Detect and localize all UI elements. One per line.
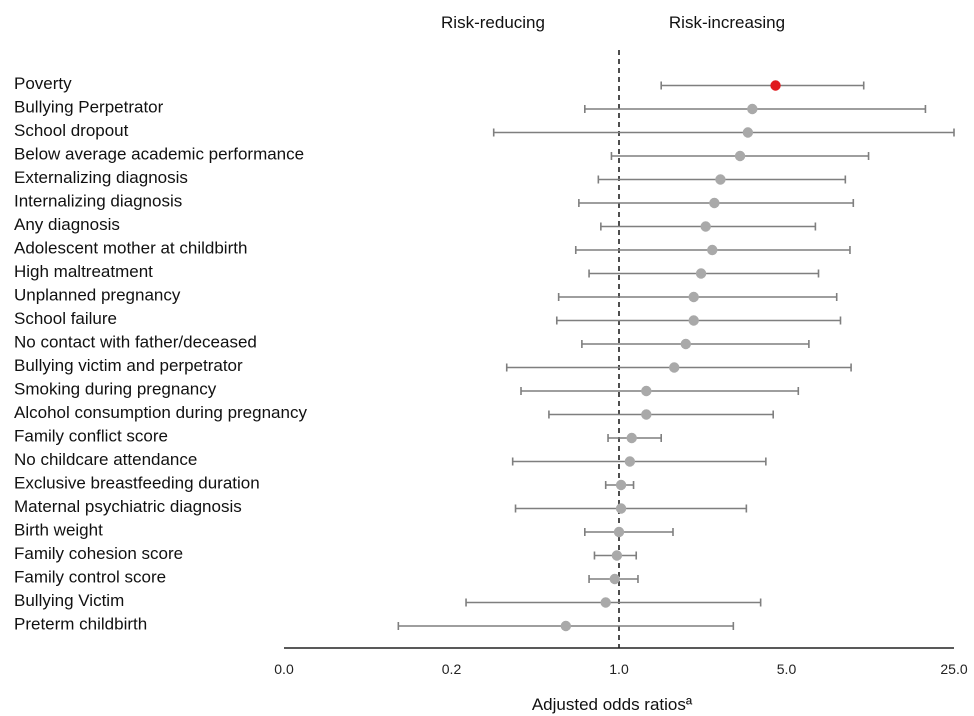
odds-ratio-point (734, 150, 746, 162)
row-label: Preterm childbirth (14, 615, 147, 634)
odds-ratio-point (641, 409, 652, 420)
x-tick-label: 5.0 (777, 661, 797, 677)
estimate-row (465, 597, 762, 608)
odds-ratio-point (611, 550, 623, 561)
row-label: Exclusive breastfeeding duration (14, 474, 260, 493)
estimate-row (597, 174, 847, 185)
odds-ratio-point (709, 197, 720, 209)
odds-ratio-point (609, 573, 620, 585)
estimate-row (578, 197, 855, 209)
estimate-row (555, 315, 842, 326)
odds-ratio-point (669, 362, 680, 373)
row-label: Bullying Perpetrator (14, 98, 164, 117)
x-tick-label: 25.0 (940, 661, 967, 677)
estimate-row (397, 620, 735, 632)
estimate-row (581, 338, 810, 350)
odds-ratio-point (615, 479, 627, 491)
estimate-row (660, 80, 865, 91)
row-label: High maltreatment (14, 262, 153, 281)
estimate-row (520, 385, 800, 397)
header-labels: Risk-reducing Risk-increasing (441, 13, 785, 32)
estimate-row (557, 291, 838, 303)
x-tick-labels: 0.0 0.2 1.0 5.0 25.0 (274, 661, 968, 677)
row-label: Any diagnosis (14, 215, 120, 234)
row-label: Bullying victim and perpetrator (14, 356, 243, 375)
row-label: Internalizing diagnosis (14, 192, 182, 211)
estimate-row (505, 362, 852, 373)
estimate-row (584, 103, 927, 115)
row-label: Maternal psychiatric diagnosis (14, 497, 242, 516)
row-label: Birth weight (14, 521, 103, 540)
odds-ratio-point (680, 338, 692, 350)
estimate-row (593, 550, 638, 561)
x-tick-label: 0.0 (274, 661, 294, 677)
x-tick-label: 0.2 (442, 661, 462, 677)
odds-ratio-point (615, 503, 627, 514)
row-label: Smoking during pregnancy (14, 380, 217, 399)
row-label: School failure (14, 309, 117, 328)
risk-reducing-header: Risk-reducing (441, 13, 545, 32)
odds-ratio-point (707, 244, 718, 256)
row-label: Below average academic performance (14, 145, 304, 164)
estimate-row (588, 573, 639, 585)
estimate-row (588, 268, 820, 279)
odds-ratio-point (600, 597, 611, 608)
odds-ratio-point (641, 385, 652, 397)
odds-ratio-point (742, 127, 754, 138)
odds-ratio-point (688, 315, 699, 326)
odds-ratio-point (613, 526, 625, 538)
x-tick-label: 1.0 (609, 661, 629, 677)
odds-ratio-point (560, 620, 572, 632)
row-label: No contact with father/deceased (14, 333, 257, 352)
estimate-row (492, 127, 955, 138)
odds-ratio-point (747, 103, 758, 115)
estimates (397, 80, 955, 632)
estimate-row (584, 526, 674, 538)
odds-ratio-point (700, 221, 711, 232)
odds-ratio-point (695, 268, 707, 279)
row-label: No childcare attendance (14, 450, 197, 469)
row-label: Poverty (14, 74, 72, 93)
row-label: Bullying Victim (14, 591, 124, 610)
estimate-row (610, 150, 870, 162)
row-label: Family control score (14, 568, 166, 587)
odds-ratio-point (626, 432, 637, 444)
odds-ratio-point (688, 291, 699, 303)
row-label: School dropout (14, 121, 129, 140)
estimate-row (548, 409, 774, 420)
estimate-row (607, 432, 662, 444)
x-axis-title: Adjusted odds ratiosª (532, 695, 693, 714)
estimate-row (511, 456, 767, 467)
row-label: Unplanned pregnancy (14, 286, 181, 305)
row-labels: Poverty Bullying Perpetrator School dropou… (14, 74, 307, 634)
row-label: Family conflict score (14, 427, 168, 446)
highlighted-point (770, 80, 781, 91)
estimate-row (604, 479, 635, 491)
estimate-row (600, 221, 817, 232)
estimate-row (574, 244, 851, 256)
row-label: Family cohesion score (14, 544, 183, 563)
row-label: Alcohol consumption during pregnancy (14, 403, 307, 422)
row-label: Externalizing diagnosis (14, 168, 188, 187)
odds-ratio-point (624, 456, 636, 467)
risk-increasing-header: Risk-increasing (669, 13, 785, 32)
row-label: Adolescent mother at childbirth (14, 239, 247, 258)
odds-ratio-point (715, 174, 726, 185)
estimate-row (514, 503, 748, 514)
